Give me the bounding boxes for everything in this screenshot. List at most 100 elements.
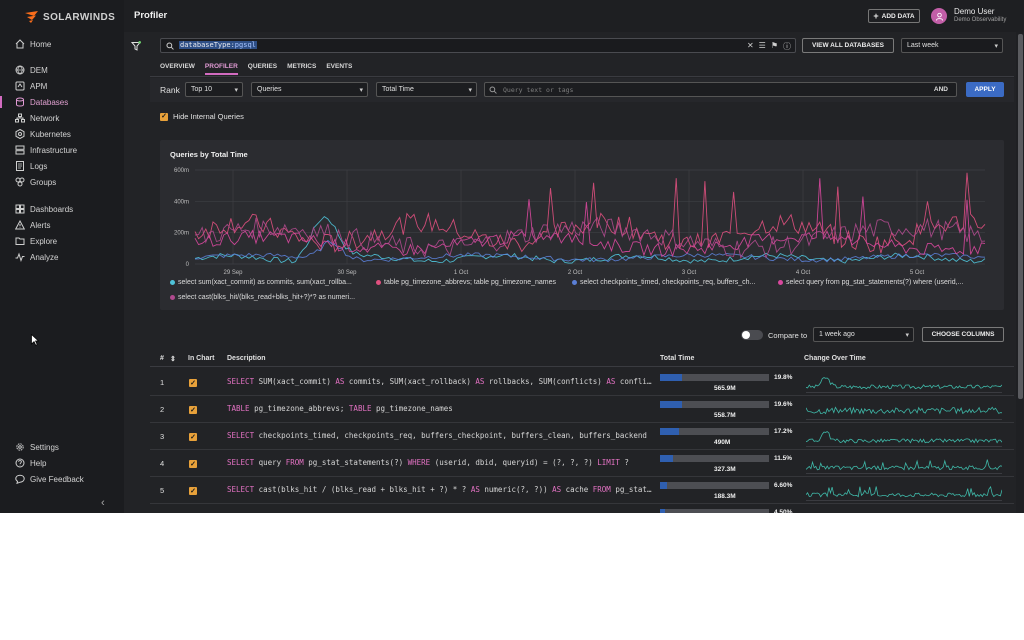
rank-group-select[interactable]: Queries ▾	[251, 82, 368, 97]
sidebar-item-help[interactable]: Help	[0, 456, 124, 470]
rank-top-select[interactable]: Top 10 ▾	[185, 82, 243, 97]
in-chart-checkbox[interactable]: ✓	[189, 406, 197, 414]
in-chart-checkbox[interactable]: ✓	[189, 379, 197, 387]
query-description[interactable]: SELECT SUM(xact_commit) AS commits, SUM(…	[227, 377, 652, 386]
sidebar-item-label: Give Feedback	[30, 474, 84, 484]
logs-icon	[15, 161, 25, 171]
row-number: 3	[160, 432, 165, 441]
sidebar-item-alerts[interactable]: Alerts	[0, 218, 124, 232]
time-range-select[interactable]: Last week ▾	[901, 38, 1003, 53]
chart-title: Queries by Total Time	[170, 150, 248, 159]
x-tick-label: 5 Oct	[910, 270, 925, 276]
sidebar-item-kubernetes[interactable]: Kubernetes	[0, 127, 124, 141]
queries-line-chart[interactable]: 600m 400m 200m 0 29 Sep 30 Sep 1 Oct 2 Oct 3 Oct…	[160, 160, 1004, 280]
series-line	[194, 178, 986, 258]
table-row[interactable]: 2 ✓ TABLE pg_timezone_abbrevs; TABLE pg_ti…	[150, 396, 1014, 423]
total-time-percent: 19.6%	[774, 401, 793, 408]
sidebar-item-label: Databases	[30, 97, 69, 107]
server-icon	[15, 145, 25, 155]
tab-overview[interactable]: OVERVIEW	[160, 63, 195, 70]
sidebar-item-label: Home	[30, 39, 52, 49]
collapse-sidebar-button[interactable]: ‹	[101, 497, 105, 509]
query-description[interactable]: SELECT checkpoints_timed, checkpoints_re…	[227, 431, 647, 440]
time-range-value: Last week	[907, 42, 939, 49]
legend-item[interactable]: select checkpoints_timed, checkpoints_re…	[572, 279, 755, 286]
query-search-input[interactable]: databaseType:pgsql ✕ ☰ ⚑ ⓘ	[160, 38, 796, 53]
rank-metric-select[interactable]: Total Time ▾	[376, 82, 477, 97]
table-row[interactable]: 5 ✓ SELECT cast(blks_hit / (blks_read + bl…	[150, 477, 1014, 504]
sidebar-item-groups[interactable]: Groups	[0, 175, 124, 189]
legend-item[interactable]: select sum(xact_commit) as commits, sum(…	[170, 279, 352, 286]
total-time-bar	[660, 428, 769, 435]
sidebar-item-analyze[interactable]: Analyze	[0, 250, 124, 264]
query-description[interactable]: SELECT cast(blks_hit / (blks_read + blks…	[227, 485, 652, 494]
legend-item[interactable]: select cast(blks_hit/(blks_read+blks_hit…	[170, 294, 355, 301]
sidebar-item-explore[interactable]: Explore	[0, 234, 124, 248]
and-operator-button[interactable]: AND	[933, 86, 948, 93]
col-total-time: Total Time	[660, 355, 695, 362]
filter-icon[interactable]	[131, 41, 141, 51]
hide-internal-label: Hide Internal Queries	[173, 112, 244, 121]
view-all-databases-button[interactable]: VIEW ALL DATABASES	[802, 38, 894, 53]
avatar[interactable]	[931, 8, 947, 24]
sidebar: SOLARWINDS Home DEM APM Databases Networ…	[0, 0, 124, 513]
tabs-divider	[150, 76, 1014, 77]
total-time-bar	[660, 509, 769, 513]
compare-toggle[interactable]	[741, 330, 763, 340]
in-chart-checkbox[interactable]: ✓	[189, 487, 197, 495]
sidebar-item-apm[interactable]: APM	[0, 79, 124, 93]
analyze-icon	[15, 252, 25, 262]
user-org: Demo Observability	[954, 17, 1007, 23]
in-chart-checkbox[interactable]: ✓	[189, 433, 197, 441]
sidebar-item-settings[interactable]: Settings	[0, 440, 124, 454]
user-name[interactable]: Demo User	[954, 7, 995, 16]
table-row[interactable]: 4 ✓ SELECT query FROM pg_stat_statements(?…	[150, 450, 1014, 477]
table-row[interactable]: 4.50%	[150, 504, 1014, 513]
sidebar-item-network[interactable]: Network	[0, 111, 124, 125]
rank-label: Rank	[160, 85, 180, 95]
clear-icon[interactable]: ✕	[746, 41, 754, 50]
sparkline-path	[806, 459, 1002, 471]
in-chart-checkbox[interactable]: ✓	[189, 460, 197, 468]
scrollbar-thumb[interactable]	[1018, 34, 1023, 399]
legend-item[interactable]: select query from pg_stat_statements(?) …	[778, 279, 963, 286]
bookmark-icon[interactable]: ⚑	[770, 41, 778, 50]
sidebar-item-dashboards[interactable]: Dashboards	[0, 202, 124, 216]
sort-icon[interactable]: ⇕	[170, 356, 176, 363]
sidebar-item-logs[interactable]: Logs	[0, 159, 124, 173]
sparkline	[806, 431, 1002, 447]
y-tick-label: 200m	[174, 231, 189, 237]
table-row[interactable]: 3 ✓ SELECT checkpoints_timed, checkpoints_…	[150, 423, 1014, 450]
choose-columns-button[interactable]: CHOOSE COLUMNS	[922, 327, 1004, 342]
compare-select[interactable]: 1 week ago ▾	[813, 327, 914, 342]
query-description[interactable]: TABLE pg_timezone_abbrevs; TABLE pg_time…	[227, 404, 453, 413]
info-icon[interactable]: ⓘ	[783, 42, 791, 51]
legend-label: select cast(blks_hit/(blks_read+blks_hit…	[178, 294, 356, 301]
tab-events[interactable]: EVENTS	[326, 63, 353, 70]
globe-icon	[15, 65, 25, 75]
sidebar-item-home[interactable]: Home	[0, 37, 124, 51]
kubernetes-icon	[15, 129, 25, 139]
hide-internal-checkbox[interactable]: ✓ Hide Internal Queries	[160, 112, 244, 121]
tab-queries[interactable]: QUERIES	[247, 63, 278, 70]
query-description[interactable]: SELECT query FROM pg_stat_statements(?) …	[227, 458, 629, 467]
sparkline	[806, 459, 1002, 474]
query-text-input[interactable]: Query text or tags AND	[484, 82, 957, 97]
sidebar-item-databases[interactable]: Databases	[0, 95, 124, 109]
apply-button[interactable]: APPLY	[966, 82, 1004, 97]
legend-item[interactable]: table pg_timezone_abbrevs; table pg_time…	[376, 279, 556, 286]
list-icon[interactable]: ☰	[758, 41, 766, 50]
sidebar-item-label: Infrastructure	[30, 145, 78, 155]
brand-logo[interactable]: SOLARWINDS	[25, 10, 115, 24]
tab-profiler[interactable]: PROFILER	[204, 63, 238, 75]
database-icon	[15, 97, 25, 107]
add-data-button[interactable]: + ADD DATA	[868, 9, 920, 23]
sidebar-item-feedback[interactable]: Give Feedback	[0, 472, 124, 486]
sidebar-item-dem[interactable]: DEM	[0, 63, 124, 77]
tab-metrics[interactable]: METRICS	[287, 63, 317, 70]
table-row[interactable]: 1 ✓ SELECT SUM(xact_commit) AS commits, SU…	[150, 369, 1014, 396]
legend-label: select checkpoints_timed, checkpoints_re…	[580, 279, 756, 286]
total-time-bar	[660, 374, 769, 381]
sidebar-item-infrastructure[interactable]: Infrastructure	[0, 143, 124, 157]
gear-icon	[15, 442, 25, 452]
